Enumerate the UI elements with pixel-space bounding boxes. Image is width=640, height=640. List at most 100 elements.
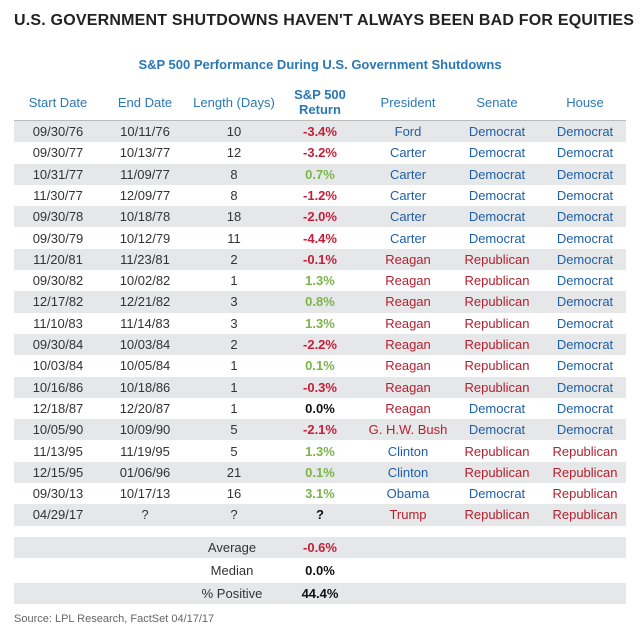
row-band — [14, 376, 626, 398]
cell: 10/03/84 — [32, 358, 84, 374]
row-band — [14, 504, 626, 526]
cell: 11/20/81 — [33, 251, 83, 267]
cell: Clinton — [387, 464, 429, 480]
cell: Democrat — [556, 273, 614, 289]
cell: 10/17/13 — [119, 486, 171, 502]
row-band — [14, 248, 626, 271]
cell: 11/14/83 — [120, 315, 170, 331]
cell: Obama — [386, 486, 430, 502]
cell: 8 — [230, 187, 238, 203]
cell: Carter — [389, 166, 427, 182]
cell: 12/21/82 — [119, 294, 171, 310]
cell: 09/30/82 — [32, 273, 84, 289]
cell: ? — [230, 507, 238, 523]
cell: 3.1% — [305, 486, 335, 502]
cell: -0.3% — [303, 379, 337, 395]
cell: Carter — [389, 209, 427, 225]
cell: 04/29/17 — [32, 507, 84, 523]
cell: -0.1% — [303, 251, 337, 267]
column-header: President — [380, 95, 436, 110]
cell: ? — [316, 507, 324, 523]
cell: 12/09/77 — [119, 187, 171, 203]
summary-value: 44.4% — [301, 586, 339, 601]
column-header: Length (Days) — [193, 95, 275, 110]
cell: 18 — [226, 209, 242, 225]
title: U.S. GOVERNMENT SHUTDOWNS HAVEN'T ALWAYS… — [14, 12, 635, 29]
cell: Republican — [552, 443, 618, 459]
summary-value: 0.0% — [305, 563, 335, 578]
cell: Reagan — [385, 358, 431, 374]
cell: Democrat — [556, 337, 614, 352]
cell: Reagan — [385, 315, 431, 331]
cell: Republican — [464, 443, 530, 459]
cell: 1 — [230, 273, 238, 289]
cell: 1.3% — [305, 273, 335, 289]
cell: 10 — [226, 124, 242, 139]
cell: Democrat — [556, 166, 614, 182]
cell: ? — [141, 507, 149, 523]
cell: Reagan — [385, 400, 431, 416]
cell: 3 — [230, 315, 238, 331]
cell: 10/31/77 — [32, 166, 84, 182]
cell: -4.4% — [303, 230, 337, 246]
source: Source: LPL Research, FactSet 04/17/17 — [14, 613, 215, 625]
cell: 09/30/79 — [32, 230, 84, 246]
cell: 11/13/95 — [33, 443, 83, 459]
cell: Democrat — [556, 187, 614, 203]
column-header: House — [566, 95, 604, 110]
cell: 11 — [227, 230, 241, 246]
cell: 10/13/77 — [119, 145, 171, 161]
cell: 10/09/90 — [119, 422, 171, 438]
cell: -3.4% — [303, 124, 337, 139]
cell: 10/12/79 — [119, 230, 171, 246]
cell: Republican — [464, 337, 530, 352]
column-header: End Date — [117, 95, 173, 110]
cell: Democrat — [556, 400, 614, 416]
cell: 09/30/84 — [32, 337, 84, 352]
summary-label: Average — [207, 540, 257, 555]
cell: Republican — [552, 507, 618, 523]
cell: Republican — [464, 507, 530, 523]
cell: Democrat — [556, 422, 614, 438]
summary-label: Median — [210, 563, 254, 578]
row-band — [14, 461, 626, 484]
cell: -2.1% — [303, 422, 337, 438]
cell: Democrat — [468, 230, 526, 246]
cell: 11/30/77 — [33, 187, 83, 203]
cell: 2 — [230, 251, 238, 267]
cell: Carter — [389, 230, 427, 246]
cell: 11/19/95 — [120, 443, 170, 459]
cell: 09/30/76 — [32, 124, 84, 139]
cell: Democrat — [468, 400, 526, 416]
cell: Carter — [389, 145, 427, 161]
cell: 01/06/96 — [119, 464, 171, 480]
cell: Democrat — [556, 124, 614, 139]
cell: Democrat — [468, 209, 526, 225]
cell: -2.0% — [303, 209, 337, 225]
summary-label: % Positive — [201, 586, 263, 601]
cell: 0.7% — [305, 166, 335, 182]
cell: 2 — [230, 337, 238, 352]
header-rule — [14, 120, 626, 121]
cell: Reagan — [385, 294, 431, 310]
cell: 5 — [230, 422, 238, 438]
cell: Democrat — [556, 379, 614, 395]
cell: Democrat — [468, 166, 526, 182]
cell: 1 — [230, 358, 238, 374]
cell: 12 — [226, 145, 242, 161]
cell: 10/05/84 — [119, 358, 171, 374]
cell: Democrat — [468, 486, 526, 502]
cell: 16 — [226, 486, 242, 502]
column-header: Start Date — [28, 95, 88, 110]
cell: 8 — [230, 166, 238, 182]
cell: Democrat — [556, 230, 614, 246]
cell: 0.0% — [305, 400, 335, 416]
row-band — [14, 419, 626, 441]
cell: Carter — [389, 187, 427, 203]
cell: 12/15/95 — [32, 464, 84, 480]
cell: 10/16/86 — [32, 379, 84, 395]
row-band — [14, 163, 626, 185]
cell: 1.3% — [305, 315, 335, 331]
cell: Democrat — [468, 187, 526, 203]
cell: Trump — [389, 507, 427, 523]
